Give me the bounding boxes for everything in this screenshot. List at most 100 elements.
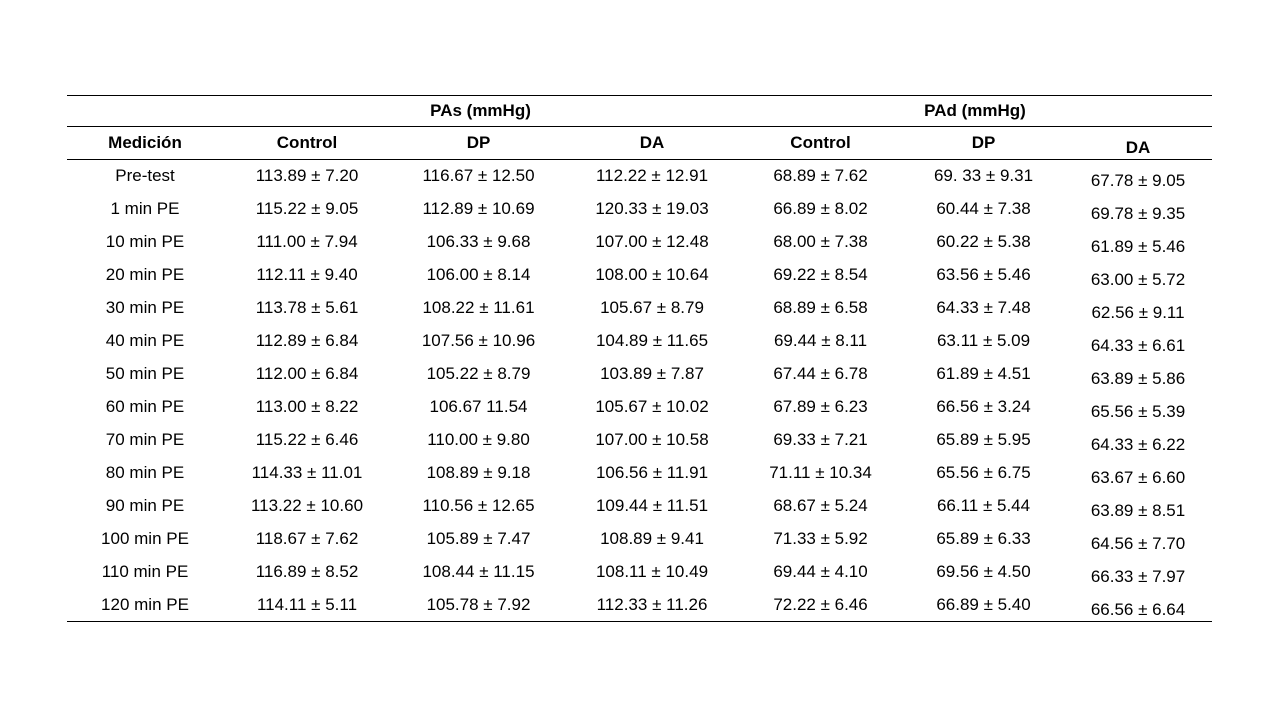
- value-text: 62.56 ± 9.11: [1091, 303, 1185, 322]
- value-cell: 109.44 ± 11.51: [566, 490, 738, 523]
- column-header-pad-da: DA: [1064, 126, 1213, 160]
- value-text: 112.89 ± 10.69: [422, 199, 535, 218]
- column-header-pas-da: DA: [566, 126, 739, 160]
- value-cell: 108.00 ± 10.64: [566, 259, 738, 292]
- value-text: 111.00 ± 7.94: [256, 232, 358, 251]
- value-text: 116.67 ± 12.50: [422, 166, 535, 186]
- row-label: 60 min PE: [105, 397, 185, 416]
- column-header-pas-control: Control: [223, 126, 391, 160]
- row-label-cell: 30 min PE: [67, 292, 223, 325]
- value-text: 63.89 ± 5.86: [1090, 369, 1186, 388]
- value-text: 64.33 ± 7.48: [936, 298, 1031, 317]
- value-text: 113.89 ± 7.20: [255, 166, 359, 186]
- value-text: 106.67 11.54: [429, 397, 528, 416]
- value-cell: 114.11 ± 5.11: [223, 589, 391, 622]
- group-header-empty: [67, 95, 223, 127]
- value-text: 109.44 ± 11.51: [595, 496, 709, 515]
- value-text: 112.00 ± 6.84: [255, 364, 359, 383]
- row-label-cell: 100 min PE: [67, 523, 223, 556]
- value-cell: 116.67 ± 12.50: [391, 160, 566, 193]
- value-cell: 63.67 ± 6.60: [1064, 457, 1212, 490]
- value-cell: 66.89 ± 5.40: [903, 589, 1064, 622]
- value-text: 69. 33 ± 9.31: [933, 166, 1034, 186]
- value-cell: 113.89 ± 7.20: [223, 160, 391, 193]
- value-cell: 68.67 ± 5.24: [738, 490, 903, 523]
- measurements-table: PAs (mmHg) PAd (mmHg) Medición Control D…: [67, 95, 1213, 622]
- value-text: 60.44 ± 7.38: [936, 199, 1031, 218]
- value-text: 64.33 ± 6.22: [1090, 435, 1186, 454]
- value-text: 120.33 ± 19.03: [595, 199, 709, 218]
- value-cell: 63.11 ± 5.09: [903, 325, 1064, 358]
- value-cell: 111.00 ± 7.94: [223, 226, 391, 259]
- value-cell: 115.22 ± 6.46: [223, 424, 391, 457]
- value-cell: 72.22 ± 6.46: [738, 589, 903, 622]
- value-text: 69.33 ± 7.21: [773, 430, 868, 449]
- value-cell: 112.00 ± 6.84: [223, 358, 391, 391]
- value-text: 110.00 ± 9.80: [427, 430, 530, 449]
- row-label: 40 min PE: [105, 331, 185, 350]
- value-text: 61.89 ± 4.51: [936, 364, 1031, 383]
- value-text: 65.56 ± 6.75: [936, 463, 1031, 482]
- row-label-cell: 80 min PE: [67, 457, 223, 490]
- value-text: 105.67 ± 10.02: [595, 397, 709, 416]
- value-text: 68.00 ± 7.38: [773, 232, 868, 251]
- row-label: Pre-test: [115, 166, 175, 186]
- value-cell: 60.44 ± 7.38: [903, 193, 1064, 226]
- value-cell: 105.78 ± 7.92: [391, 589, 566, 622]
- value-cell: 69. 33 ± 9.31: [903, 160, 1064, 193]
- row-label: 80 min PE: [105, 463, 185, 482]
- column-header-pad-dp: DP: [903, 126, 1065, 160]
- group-header-row: PAs (mmHg) PAd (mmHg): [67, 95, 1213, 127]
- table-row: 30 min PE 113.78 ± 5.61 108.22 ± 11.61 105.…: [67, 292, 1212, 325]
- value-text: 63.67 ± 6.60: [1090, 468, 1186, 487]
- value-cell: 120.33 ± 19.03: [566, 193, 738, 226]
- value-cell: 64.33 ± 6.22: [1064, 424, 1212, 457]
- value-text: 68.89 ± 7.62: [773, 166, 868, 186]
- row-label: 110 min PE: [101, 562, 189, 581]
- value-text: 105.78 ± 7.92: [426, 594, 531, 614]
- value-cell: 112.22 ± 12.91: [566, 160, 738, 193]
- value-cell: 66.56 ± 6.64: [1064, 589, 1212, 622]
- value-cell: 67.78 ± 9.05: [1064, 160, 1212, 193]
- value-cell: 106.00 ± 8.14: [391, 259, 566, 292]
- value-text: 63.89 ± 8.51: [1090, 501, 1186, 520]
- value-text: 104.89 ± 11.65: [595, 331, 709, 350]
- row-label: 120 min PE: [101, 594, 189, 614]
- value-text: 66.89 ± 8.02: [773, 199, 868, 218]
- value-cell: 118.67 ± 7.62: [223, 523, 391, 556]
- value-cell: 66.56 ± 3.24: [903, 391, 1064, 424]
- value-text: 65.89 ± 6.33: [936, 529, 1031, 548]
- value-cell: 63.56 ± 5.46: [903, 259, 1064, 292]
- value-cell: 68.00 ± 7.38: [738, 226, 903, 259]
- row-label: 50 min PE: [105, 364, 185, 383]
- value-cell: 69.78 ± 9.35: [1064, 193, 1212, 226]
- row-label-cell: 90 min PE: [67, 490, 223, 523]
- value-cell: 61.89 ± 4.51: [903, 358, 1064, 391]
- value-text: 63.11 ± 5.09: [936, 331, 1031, 350]
- value-text: 69.22 ± 8.54: [773, 265, 868, 284]
- value-cell: 64.33 ± 7.48: [903, 292, 1064, 325]
- value-text: 66.56 ± 3.24: [936, 397, 1031, 416]
- value-text: 67.78 ± 9.05: [1090, 171, 1186, 191]
- value-cell: 66.89 ± 8.02: [738, 193, 903, 226]
- value-text: 113.22 ± 10.60: [250, 496, 364, 515]
- value-text: 64.33 ± 6.61: [1090, 336, 1186, 355]
- table-container: PAs (mmHg) PAd (mmHg) Medición Control D…: [67, 95, 1213, 622]
- column-header-medicion: Medición: [67, 126, 223, 160]
- value-text: 116.89 ± 8.52: [255, 562, 359, 581]
- value-text: 63.56 ± 5.46: [936, 265, 1031, 284]
- row-label-cell: 1 min PE: [67, 193, 223, 226]
- value-text: 105.22 ± 8.79: [426, 364, 531, 383]
- row-label-cell: 60 min PE: [67, 391, 223, 424]
- value-text: 114.11 ± 5.11: [256, 594, 358, 614]
- value-cell: 108.22 ± 11.61: [391, 292, 566, 325]
- row-label-cell: 10 min PE: [67, 226, 223, 259]
- value-cell: 113.78 ± 5.61: [223, 292, 391, 325]
- value-cell: 112.89 ± 10.69: [391, 193, 566, 226]
- column-header-row: Medición Control DP DA Control DP DA: [67, 126, 1213, 160]
- table-row: 50 min PE 112.00 ± 6.84 105.22 ± 8.79 103.8…: [67, 358, 1212, 391]
- row-label-cell: 40 min PE: [67, 325, 223, 358]
- value-text: 112.11 ± 9.40: [256, 265, 358, 284]
- value-text: 63.00 ± 5.72: [1090, 270, 1186, 289]
- table-row: 40 min PE 112.89 ± 6.84 107.56 ± 10.96 104.…: [67, 325, 1212, 358]
